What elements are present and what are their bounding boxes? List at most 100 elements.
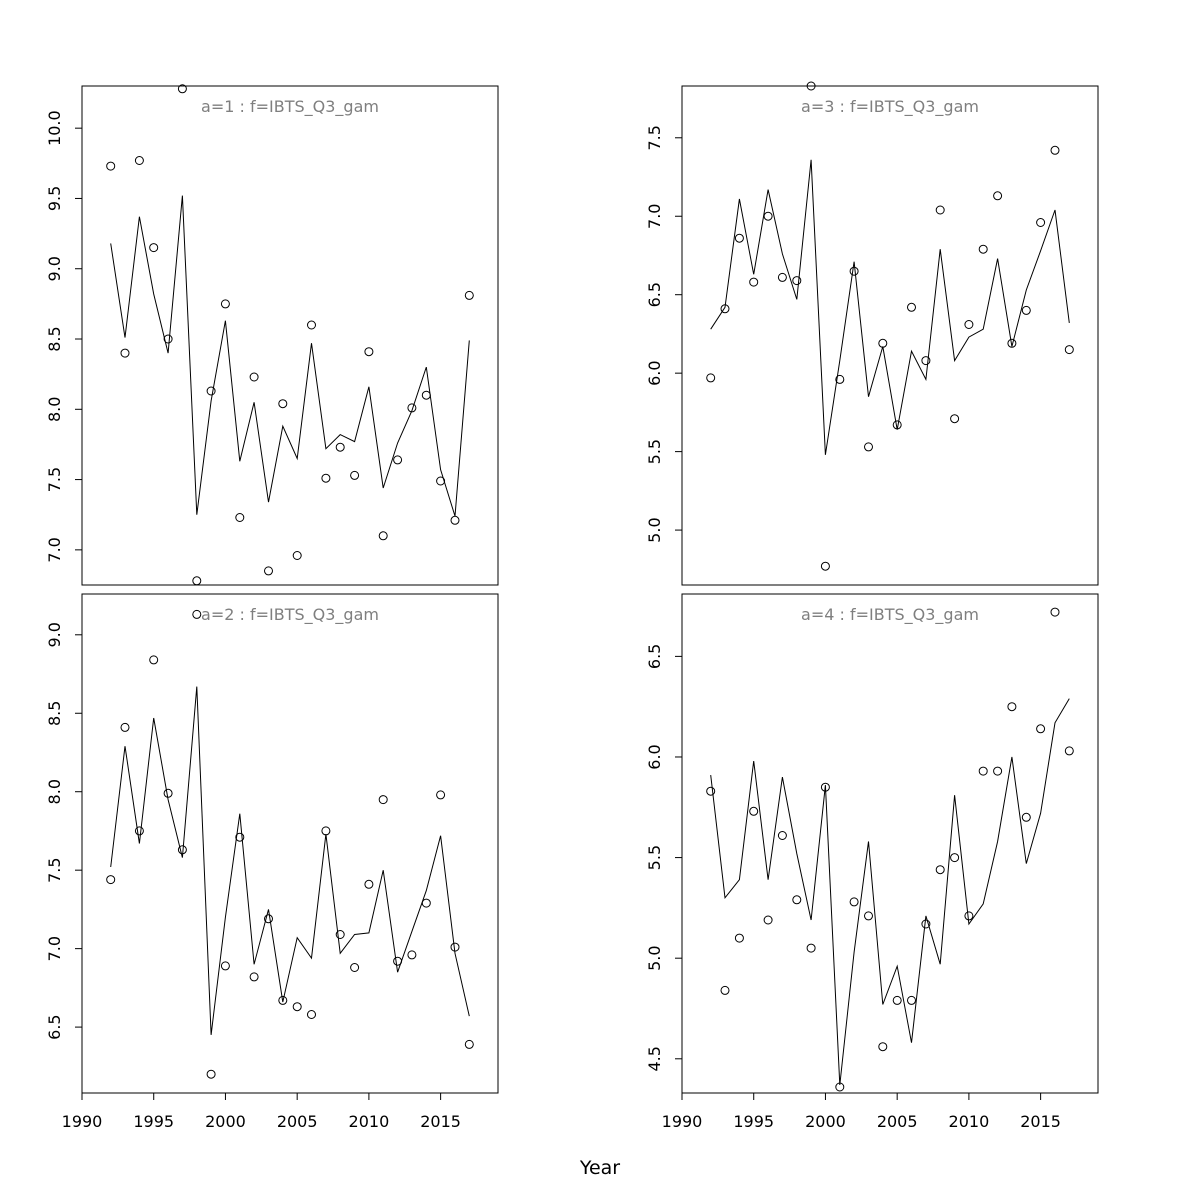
data-point <box>734 233 744 243</box>
y-tick-label: 8.0 <box>45 779 64 804</box>
x-tick-label: 1990 <box>62 1112 103 1131</box>
y-tick-label: 7.5 <box>45 467 64 492</box>
data-point <box>763 915 773 925</box>
x-tick-label: 2000 <box>205 1112 246 1131</box>
data-point <box>249 972 259 982</box>
data-point <box>1036 218 1046 227</box>
data-point <box>464 1039 474 1049</box>
data-point <box>964 320 974 329</box>
y-tick-label: 5.5 <box>645 439 664 464</box>
data-point <box>134 826 144 836</box>
y-tick-label: 8.5 <box>45 326 64 351</box>
data-point <box>450 942 460 952</box>
data-point <box>1007 338 1017 348</box>
data-point <box>378 795 388 805</box>
data-point <box>1064 345 1074 355</box>
data-point <box>892 995 902 1005</box>
y-tick-label: 5.5 <box>645 845 664 870</box>
plot-frame <box>681 85 1099 586</box>
data-point <box>350 963 360 972</box>
y-tick-label: 7.0 <box>645 204 664 229</box>
data-point <box>878 338 888 348</box>
data-point <box>734 933 744 943</box>
data-point <box>864 911 873 921</box>
data-point <box>720 985 730 995</box>
data-point <box>835 1082 845 1092</box>
data-point <box>335 930 345 939</box>
panel-2: 6.5 7.0 7.5 8.0 8.5 9.0 a=2 : f=IBTS_Q3_gam 199… <box>45 593 499 1131</box>
data-point <box>177 84 187 94</box>
data-point <box>177 845 187 855</box>
data-point <box>864 442 873 452</box>
data-point <box>321 473 331 483</box>
data-point <box>163 788 173 798</box>
y-tick-label: 4.5 <box>645 1046 664 1071</box>
data-point <box>706 373 716 383</box>
data-point <box>307 1010 316 1019</box>
panel-title: a=2 : f=IBTS_Q3_gam <box>201 605 379 625</box>
data-point <box>321 826 331 836</box>
data-point <box>978 244 988 254</box>
data-point <box>749 277 759 287</box>
x-tick-label: 1995 <box>133 1112 174 1131</box>
data-point <box>777 831 787 840</box>
data-point <box>1021 812 1031 822</box>
data-point <box>278 399 288 409</box>
y-tick-label: 6.0 <box>645 360 664 385</box>
panel-3: 5.0 5.5 6.0 6.5 7.0 7.5 a=3 : f=IBTS_Q3_gam <box>645 81 1099 586</box>
data-point <box>921 919 931 929</box>
x-tick-label: 2010 <box>349 1112 390 1131</box>
data-point <box>364 879 374 889</box>
x-tick-label: 2005 <box>877 1112 918 1131</box>
x-tick-label: 1995 <box>733 1112 774 1131</box>
data-point <box>763 211 773 221</box>
data-point <box>720 304 730 314</box>
data-point <box>1021 305 1031 315</box>
data-point <box>792 276 802 286</box>
y-tick-label: 6.5 <box>645 282 664 307</box>
data-point <box>436 476 446 486</box>
data-point <box>134 156 144 165</box>
data-point <box>192 609 202 619</box>
data-point <box>307 320 316 330</box>
data-point <box>993 191 1003 201</box>
data-point <box>120 348 130 358</box>
data-point <box>907 995 916 1005</box>
data-point <box>206 1069 216 1079</box>
fitted-line <box>710 698 1070 1086</box>
x-axis-label: Year <box>579 1157 620 1179</box>
data-point <box>1036 724 1046 734</box>
data-point <box>378 531 388 541</box>
data-point <box>393 455 403 465</box>
x-tick-label: 2015 <box>420 1112 461 1131</box>
x-tick-label: 2015 <box>1020 1112 1061 1131</box>
y-tick-label: 10.0 <box>45 110 64 146</box>
data-point <box>849 897 859 907</box>
fitted-line <box>710 159 1070 455</box>
data-point <box>364 347 374 357</box>
data-point <box>993 766 1003 776</box>
panel-title: a=4 : f=IBTS_Q3_gam <box>801 605 979 625</box>
panel-title: a=3 : f=IBTS_Q3_gam <box>801 97 979 117</box>
data-point <box>806 943 816 953</box>
data-point <box>292 1002 302 1012</box>
data-point <box>935 205 945 215</box>
data-point <box>464 290 474 300</box>
data-point <box>235 832 245 842</box>
data-point <box>249 372 259 382</box>
data-point <box>421 390 431 400</box>
data-point <box>407 403 417 413</box>
y-tick-label: 9.0 <box>45 622 64 647</box>
data-point <box>106 161 116 171</box>
plot-frame <box>81 85 499 586</box>
data-point <box>978 766 988 776</box>
y-tick-label: 8.5 <box>45 701 64 726</box>
data-point <box>820 782 830 792</box>
panel-title: a=1 : f=IBTS_Q3_gam <box>201 97 379 117</box>
data-point <box>163 334 173 344</box>
data-point <box>849 266 859 276</box>
data-point <box>192 576 202 586</box>
data-point <box>106 875 116 885</box>
data-point <box>1050 607 1060 617</box>
